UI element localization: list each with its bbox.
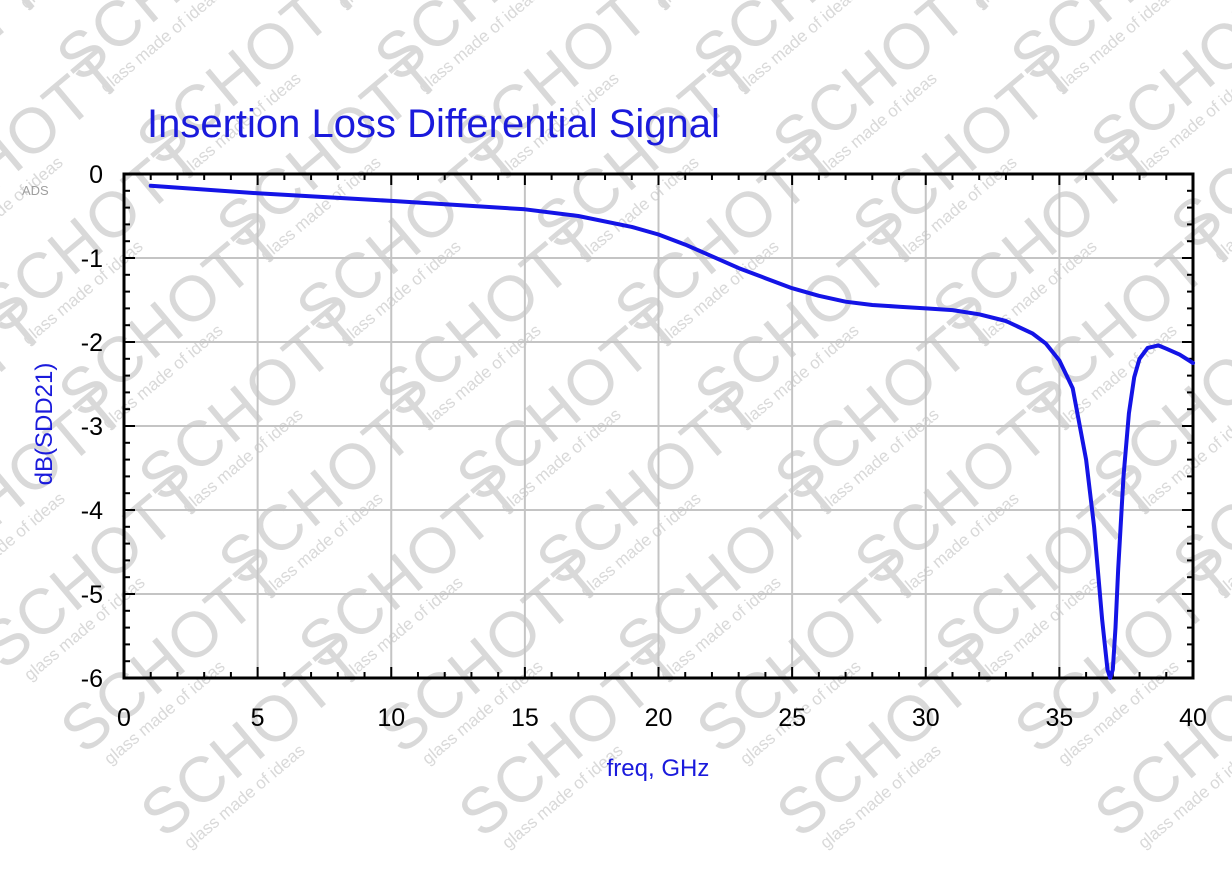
y-tick-labels: 0 -1 -2 -3 -4 -5 -6 <box>81 161 103 693</box>
series-layer <box>148 183 1195 680</box>
x-tick-label: 5 <box>251 704 265 732</box>
x-axis-label: freq, GHz <box>607 755 710 782</box>
x-tick-label: 20 <box>645 704 673 732</box>
x-tick-label: 40 <box>1179 704 1207 732</box>
x-tick-label: 15 <box>511 704 539 732</box>
x-tick-label: 25 <box>778 704 806 732</box>
y-tick-label: 0 <box>89 161 103 189</box>
x-tick-label: 10 <box>377 704 405 732</box>
grid-lines <box>124 174 1193 678</box>
chart-title: Insertion Loss Differential Signal <box>147 102 720 146</box>
series-line <box>148 183 1195 680</box>
y-tick-label: -5 <box>81 581 103 609</box>
ads-tag: ADS <box>22 183 49 198</box>
y-tick-label: -1 <box>81 245 103 273</box>
y-tick-label: -2 <box>81 329 103 357</box>
y-tick-label: -6 <box>81 665 103 693</box>
y-axis-label: dB(SDD21) <box>31 363 58 486</box>
y-tick-label: -4 <box>81 497 103 525</box>
y-tick-label: -3 <box>81 413 103 441</box>
x-tick-label: 0 <box>117 704 131 732</box>
x-tick-labels: 0 5 10 15 20 25 30 35 40 <box>117 704 1207 732</box>
x-tick-label: 30 <box>912 704 940 732</box>
plot-frame <box>122 172 1195 680</box>
x-tick-label: 35 <box>1045 704 1073 732</box>
